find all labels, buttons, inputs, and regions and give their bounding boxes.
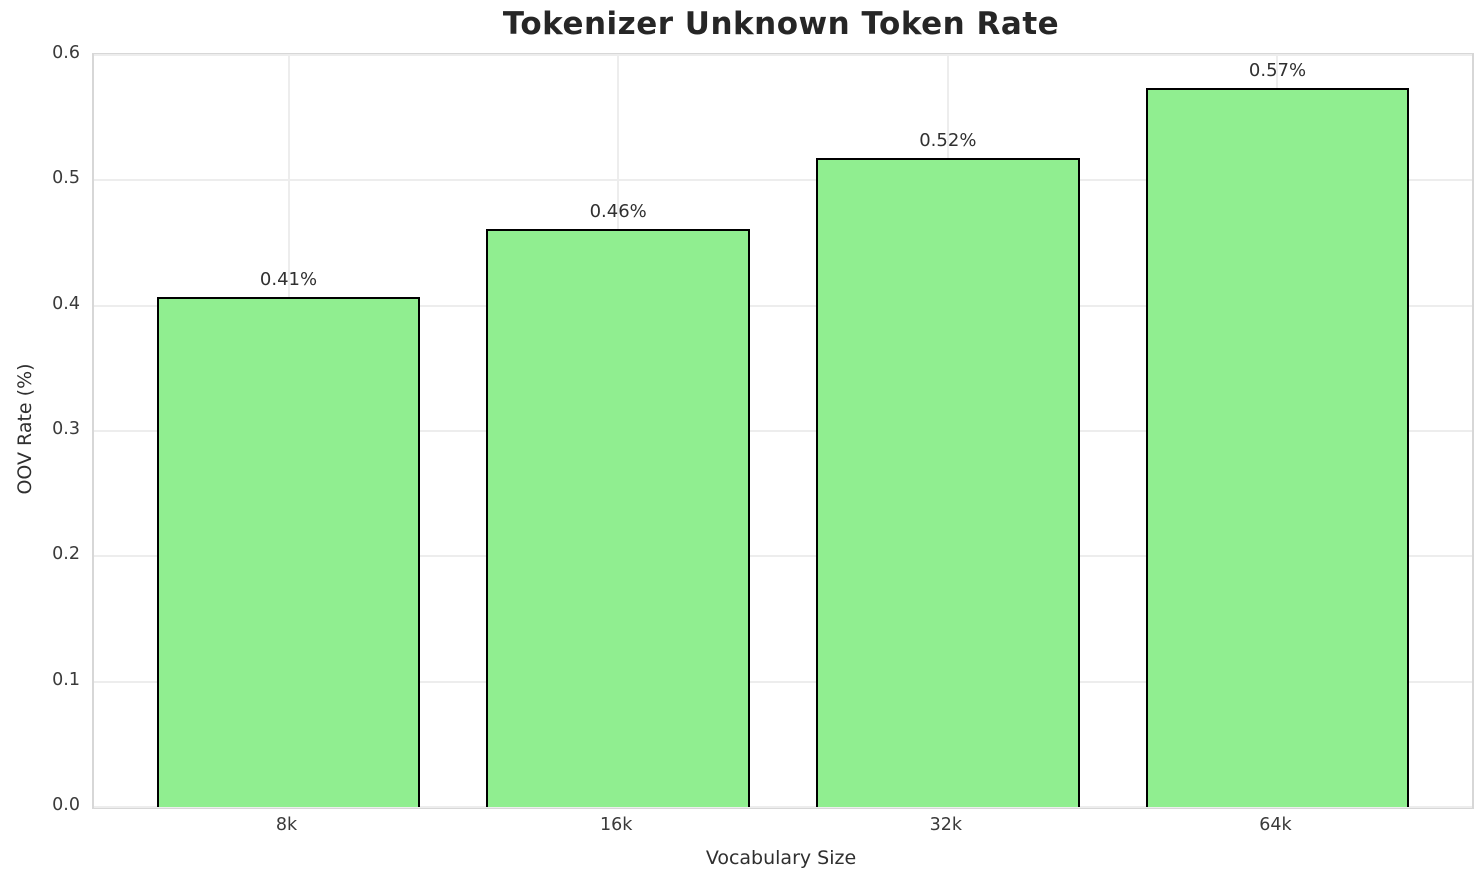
gridline-horizontal — [94, 179, 1472, 182]
y-tick-label: 0.4 — [52, 293, 80, 314]
plot-area: 0.41% 0.46% 0.52% 0.57% — [92, 53, 1474, 809]
y-tick-label: 0.1 — [52, 669, 80, 690]
gridline-horizontal — [94, 555, 1472, 558]
x-axis-label: Vocabulary Size — [705, 847, 857, 869]
y-tick-label: 0.2 — [52, 544, 80, 565]
x-tick-label-16k: 16k — [599, 815, 633, 835]
bar-value-label: 0.46% — [589, 201, 647, 223]
x-tick-label-64k: 64k — [1259, 815, 1292, 835]
y-tick-label: 0.6 — [52, 43, 80, 63]
gridline-horizontal — [94, 806, 1472, 808]
chart-title: Tokenizer Unknown Token Rate — [502, 6, 1060, 42]
bar-value-label: 0.57% — [1248, 59, 1307, 81]
bar-32k — [815, 157, 1080, 807]
gridline-horizontal — [94, 680, 1472, 683]
bar-16k — [486, 229, 751, 807]
gridline-horizontal — [94, 304, 1472, 307]
y-tick-label: 0.3 — [52, 419, 80, 439]
bar-8k — [156, 296, 421, 807]
gridline-horizontal — [94, 430, 1472, 432]
bar-value-label: 0.52% — [919, 129, 977, 151]
bar-value-label: 0.41% — [259, 268, 318, 290]
y-tick-label: 0.0 — [52, 795, 80, 815]
bar-64k — [1145, 87, 1410, 807]
gridline-horizontal — [94, 54, 1472, 56]
y-tick-label: 0.5 — [52, 168, 80, 189]
x-tick-label-32k: 32k — [929, 815, 963, 835]
x-tick-label-8k: 8k — [275, 815, 298, 835]
